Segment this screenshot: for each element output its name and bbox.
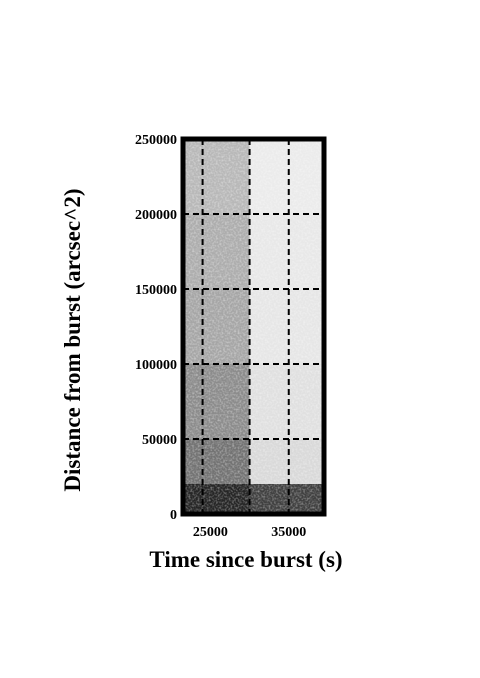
y-tick-label: 250000 [135,133,177,148]
y-tick-label: 0 [170,508,177,523]
y-tick-label: 200000 [135,208,177,223]
x-axis-title: Time since burst (s) [149,547,342,572]
x-tick-label: 35000 [271,525,306,540]
y-tick-label: 150000 [135,283,177,298]
x-tick-label: 25000 [193,525,228,540]
y-axis-title: Distance from burst (arcsec^2) [60,188,85,491]
noise-texture [183,139,324,514]
tick-labels: 0 50000 100000 150000 200000 250000 25000 35000 [135,133,306,540]
plot-frame [180,136,327,517]
y-tick-label: 100000 [135,358,177,373]
y-tick-label: 50000 [142,433,177,448]
